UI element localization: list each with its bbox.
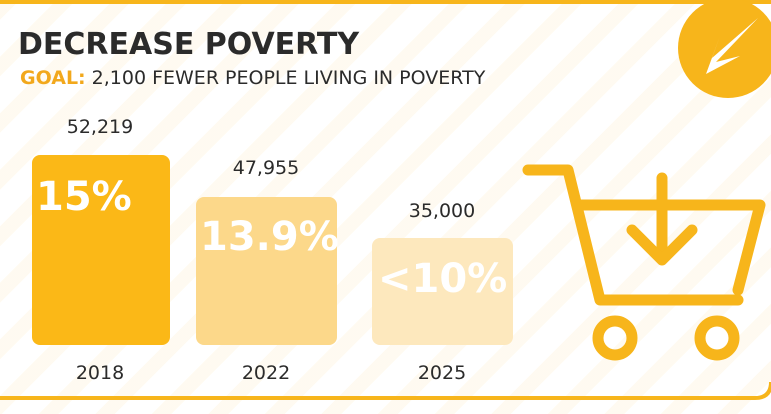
goal-text: 2,100 FEWER PEOPLE LIVING IN POVERTY	[92, 67, 486, 89]
goal-label: GOAL:	[20, 67, 86, 89]
bar	[32, 155, 170, 345]
corner-arrow	[706, 18, 758, 74]
bar	[196, 197, 337, 345]
year: 2022	[242, 362, 290, 384]
count: 35,000	[409, 200, 475, 222]
count: 52,219	[67, 116, 133, 138]
goal: GOAL: 2,100 FEWER PEOPLE LIVING IN POVERT…	[20, 67, 486, 89]
bottom-border	[0, 381, 771, 400]
year: 2018	[76, 362, 124, 384]
percent: <10%	[378, 256, 507, 302]
cart-icon	[522, 164, 766, 361]
count: 47,955	[233, 157, 299, 179]
bar	[372, 238, 513, 345]
percent: 13.9%	[200, 214, 339, 260]
title: DECREASE POVERTY	[18, 27, 360, 62]
top-border	[0, 0, 771, 4]
percent: 15%	[36, 174, 132, 220]
year: 2025	[418, 362, 466, 384]
